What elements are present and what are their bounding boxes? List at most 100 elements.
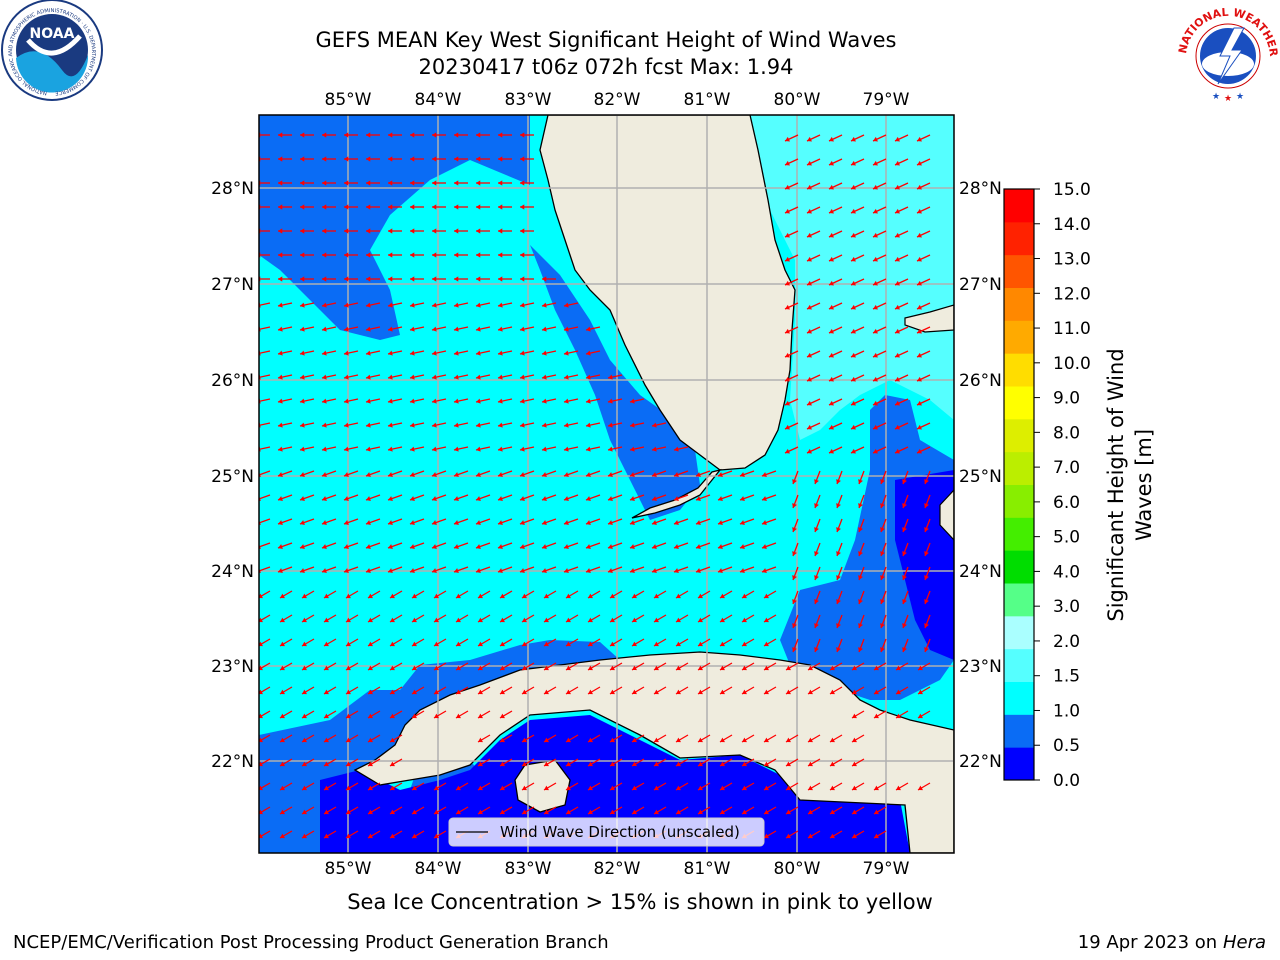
wind-arrow-head xyxy=(366,520,371,525)
wind-arrow-head xyxy=(259,496,261,501)
wind-arrow-head xyxy=(807,232,812,238)
wind-arrow-head xyxy=(300,326,305,332)
lat-label: 25°N xyxy=(211,467,254,487)
wind-arrow-head xyxy=(902,503,907,508)
wind-arrow-head xyxy=(608,472,613,477)
wind-arrow-head xyxy=(454,422,459,428)
wind-arrow-head xyxy=(300,374,305,380)
wind-arrow-head xyxy=(259,374,261,380)
lon-label: 84°W xyxy=(415,90,462,110)
wind-arrow xyxy=(763,638,777,647)
wind-arrow-head xyxy=(544,665,549,671)
wind-arrow-head xyxy=(918,713,923,719)
wind-arrow xyxy=(345,710,359,719)
wind-arrow xyxy=(563,374,579,379)
wind-arrow-head xyxy=(300,496,305,501)
wind-arrow-head xyxy=(836,599,841,604)
wind-arrow xyxy=(367,734,381,743)
wind-arrow-head xyxy=(259,737,263,743)
wind-arrow-head xyxy=(520,422,525,428)
wind-arrow xyxy=(675,734,689,743)
wind-arrow xyxy=(741,782,755,791)
wind-arrow-head xyxy=(302,833,307,839)
wind-arrow xyxy=(477,686,491,695)
wind-arrow xyxy=(673,446,689,451)
wind-arrow-head xyxy=(498,374,503,380)
wind-arrow xyxy=(277,302,293,307)
wind-arrow-head xyxy=(476,302,481,308)
wind-arrow xyxy=(850,230,865,238)
wind-arrow-head xyxy=(814,599,819,604)
wind-arrow xyxy=(411,830,425,839)
svg-text:★: ★ xyxy=(1212,92,1220,102)
wind-arrow xyxy=(477,638,491,647)
wind-arrow-head xyxy=(895,328,900,334)
wind-arrow-head xyxy=(742,641,747,647)
colorbar-tick-label: 0.0 xyxy=(1053,771,1080,791)
wind-arrow-head xyxy=(698,833,703,839)
wind-arrow-head xyxy=(520,520,525,525)
wind-arrow-head xyxy=(792,503,797,508)
wind-arrow-head xyxy=(676,833,681,839)
wind-arrow xyxy=(653,782,667,791)
wind-arrow xyxy=(301,590,315,599)
wind-arrow-head xyxy=(390,737,395,743)
wind-arrow-head xyxy=(654,809,659,815)
wind-arrow-head xyxy=(807,280,812,286)
wind-arrow-head xyxy=(300,252,305,258)
wind-arrow-head xyxy=(674,472,679,477)
wave-zone-0.0-0.5 xyxy=(320,470,954,853)
wind-arrow-head xyxy=(520,350,525,356)
wind-arrow-head xyxy=(368,761,373,767)
wind-arrow xyxy=(455,614,469,623)
wind-wave-arrows xyxy=(259,132,931,839)
wind-arrow-head xyxy=(792,647,797,652)
wind-arrow-head xyxy=(895,424,900,430)
wind-arrow xyxy=(917,710,931,719)
wind-arrow xyxy=(519,494,535,501)
wind-arrow xyxy=(631,638,645,647)
wind-arrow-head xyxy=(742,785,747,791)
wind-arrow xyxy=(587,782,601,791)
wind-arrow xyxy=(321,422,337,427)
wind-arrow xyxy=(411,782,425,791)
wind-arrow xyxy=(828,398,843,406)
wind-arrow-head xyxy=(259,204,261,210)
wind-arrow xyxy=(872,254,887,262)
wind-arrow-head xyxy=(654,785,659,791)
footer-right: 19 Apr 2023 on Hera xyxy=(1078,932,1266,953)
wind-arrow-head xyxy=(324,761,329,767)
colorbar-tick-label: 0.5 xyxy=(1053,736,1080,756)
wind-arrow-head xyxy=(322,568,327,573)
wind-arrow xyxy=(585,494,601,501)
wind-arrow-head xyxy=(588,617,593,623)
wind-arrow-head xyxy=(630,472,635,477)
wind-arrow xyxy=(345,614,359,623)
wind-arrow xyxy=(587,758,601,767)
wind-arrow xyxy=(763,758,777,767)
wind-arrow-head xyxy=(542,472,547,477)
wind-arrow-head xyxy=(278,228,283,234)
wind-arrow-head xyxy=(344,350,349,356)
wind-arrow xyxy=(277,374,293,379)
wind-arrow-head xyxy=(808,785,813,791)
wind-arrow xyxy=(609,590,623,599)
wind-arrow-head xyxy=(544,785,549,791)
wind-arrow xyxy=(259,302,271,307)
wind-arrow-head xyxy=(544,641,549,647)
wind-arrow xyxy=(543,638,557,647)
wind-arrow xyxy=(653,806,667,815)
wind-arrow xyxy=(785,758,799,767)
colorbar-segment xyxy=(1004,681,1034,715)
wind-arrow-head xyxy=(388,520,393,525)
wind-arrow xyxy=(453,350,469,355)
wind-arrow-head xyxy=(566,761,571,767)
wind-arrow-head xyxy=(278,496,283,501)
wind-arrow xyxy=(453,470,469,477)
wind-arrow xyxy=(321,374,337,379)
wind-arrow-head xyxy=(588,833,593,839)
colorbar-segment xyxy=(1004,583,1034,617)
wind-arrow-head xyxy=(412,617,417,623)
wind-arrow xyxy=(607,374,623,379)
wind-arrow-head xyxy=(808,761,813,767)
